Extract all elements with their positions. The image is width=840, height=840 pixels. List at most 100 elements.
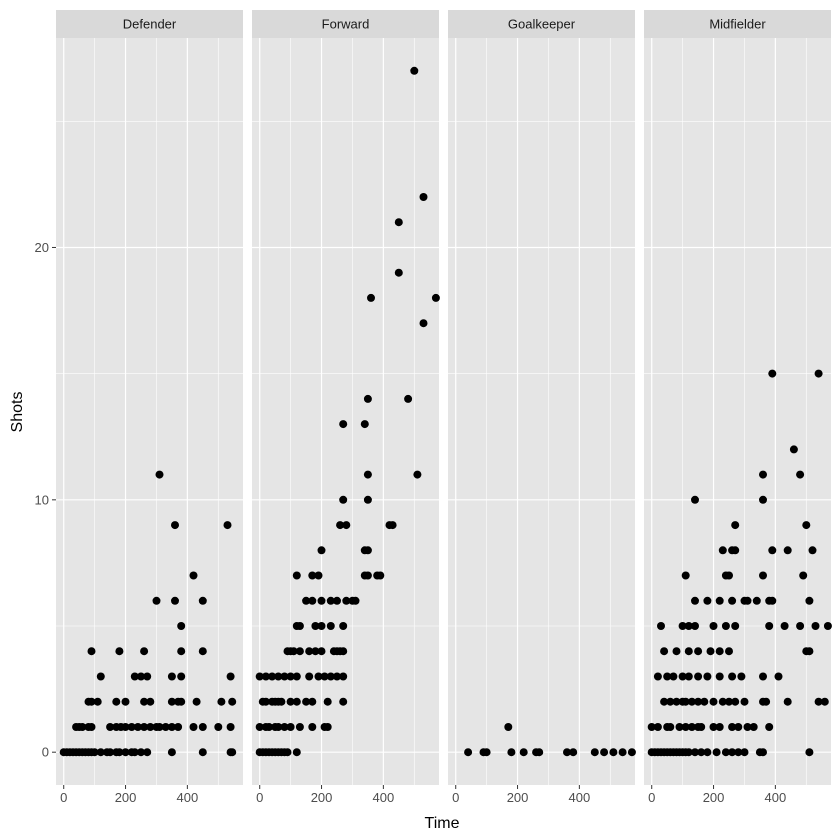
data-point xyxy=(768,546,777,555)
data-point xyxy=(743,596,752,605)
data-point xyxy=(413,470,422,479)
data-point xyxy=(660,697,669,706)
data-point xyxy=(749,723,758,731)
data-point xyxy=(743,723,752,731)
data-point xyxy=(684,622,693,630)
facet-strip-label: Goalkeeper xyxy=(508,17,576,32)
data-point xyxy=(759,470,767,479)
data-point xyxy=(657,622,665,630)
data-point xyxy=(768,596,777,605)
data-point xyxy=(765,723,774,731)
data-point xyxy=(305,672,314,681)
data-point xyxy=(811,622,820,630)
data-point xyxy=(805,596,814,605)
data-point xyxy=(326,596,335,605)
data-point xyxy=(691,748,699,757)
facet-strip-label: Defender xyxy=(123,17,177,32)
data-point xyxy=(535,748,544,757)
data-point xyxy=(618,748,627,757)
data-point xyxy=(431,293,440,302)
data-point xyxy=(314,672,323,681)
data-point xyxy=(684,647,693,656)
data-point xyxy=(167,748,176,757)
data-point xyxy=(681,723,690,731)
data-point xyxy=(228,748,237,757)
data-point xyxy=(308,571,317,580)
data-point xyxy=(336,521,345,530)
data-point xyxy=(783,546,792,555)
data-point xyxy=(140,647,149,656)
data-point xyxy=(323,697,332,706)
data-point xyxy=(672,697,681,706)
facet-panel-defender: Defender 0 200 400 xyxy=(56,10,243,805)
data-point xyxy=(223,521,232,530)
data-point xyxy=(765,622,774,630)
data-point xyxy=(339,622,348,630)
data-point xyxy=(706,647,715,656)
data-point xyxy=(295,622,304,630)
data-point xyxy=(155,723,164,731)
data-point xyxy=(823,622,832,630)
data-point xyxy=(214,723,223,731)
data-point xyxy=(96,672,105,681)
data-point xyxy=(740,748,749,757)
data-point xyxy=(691,622,699,630)
data-point xyxy=(789,445,798,454)
data-point xyxy=(691,596,699,605)
data-point xyxy=(388,521,397,530)
data-point xyxy=(277,697,286,706)
data-point xyxy=(721,622,730,630)
data-point xyxy=(177,622,186,630)
data-point xyxy=(799,571,808,580)
data-point xyxy=(519,748,528,757)
data-point xyxy=(762,697,771,706)
data-point xyxy=(684,672,693,681)
data-point xyxy=(133,723,142,731)
data-point xyxy=(728,723,737,731)
data-point xyxy=(805,647,814,656)
x-tick-label: 400 xyxy=(373,790,395,805)
data-point xyxy=(286,672,295,681)
data-point xyxy=(600,748,609,757)
data-point xyxy=(226,672,235,681)
data-point xyxy=(137,672,145,681)
data-point xyxy=(167,672,176,681)
data-point xyxy=(317,647,326,656)
data-point xyxy=(228,697,237,706)
data-point xyxy=(112,697,121,706)
data-point xyxy=(768,369,777,378)
data-point xyxy=(171,596,179,605)
data-point xyxy=(684,748,693,757)
data-point xyxy=(121,748,130,757)
data-point xyxy=(507,748,516,757)
data-point xyxy=(737,672,746,681)
data-point xyxy=(694,697,703,706)
data-point xyxy=(143,672,152,681)
data-point xyxy=(464,748,473,757)
facet-strip-defender xyxy=(56,10,243,38)
y-tick-label: 0 xyxy=(42,745,49,760)
data-point xyxy=(731,521,740,530)
data-point xyxy=(731,546,740,555)
data-point xyxy=(167,697,176,706)
data-point xyxy=(759,495,767,504)
data-point xyxy=(255,723,264,731)
facet-strip-midfielder xyxy=(644,10,831,38)
data-point xyxy=(367,293,375,302)
data-point xyxy=(96,748,105,757)
data-point xyxy=(672,647,681,656)
data-point xyxy=(820,697,829,706)
data-point xyxy=(660,647,669,656)
data-point xyxy=(121,697,130,706)
data-point xyxy=(718,546,727,555)
x-tick-label: 200 xyxy=(311,790,333,805)
data-point xyxy=(305,647,314,656)
data-point xyxy=(740,697,749,706)
data-point xyxy=(721,748,730,757)
data-point xyxy=(308,596,317,605)
data-point xyxy=(725,571,733,580)
data-point xyxy=(709,723,718,731)
data-point xyxy=(697,723,706,731)
data-point xyxy=(814,369,823,378)
data-point xyxy=(687,723,696,731)
